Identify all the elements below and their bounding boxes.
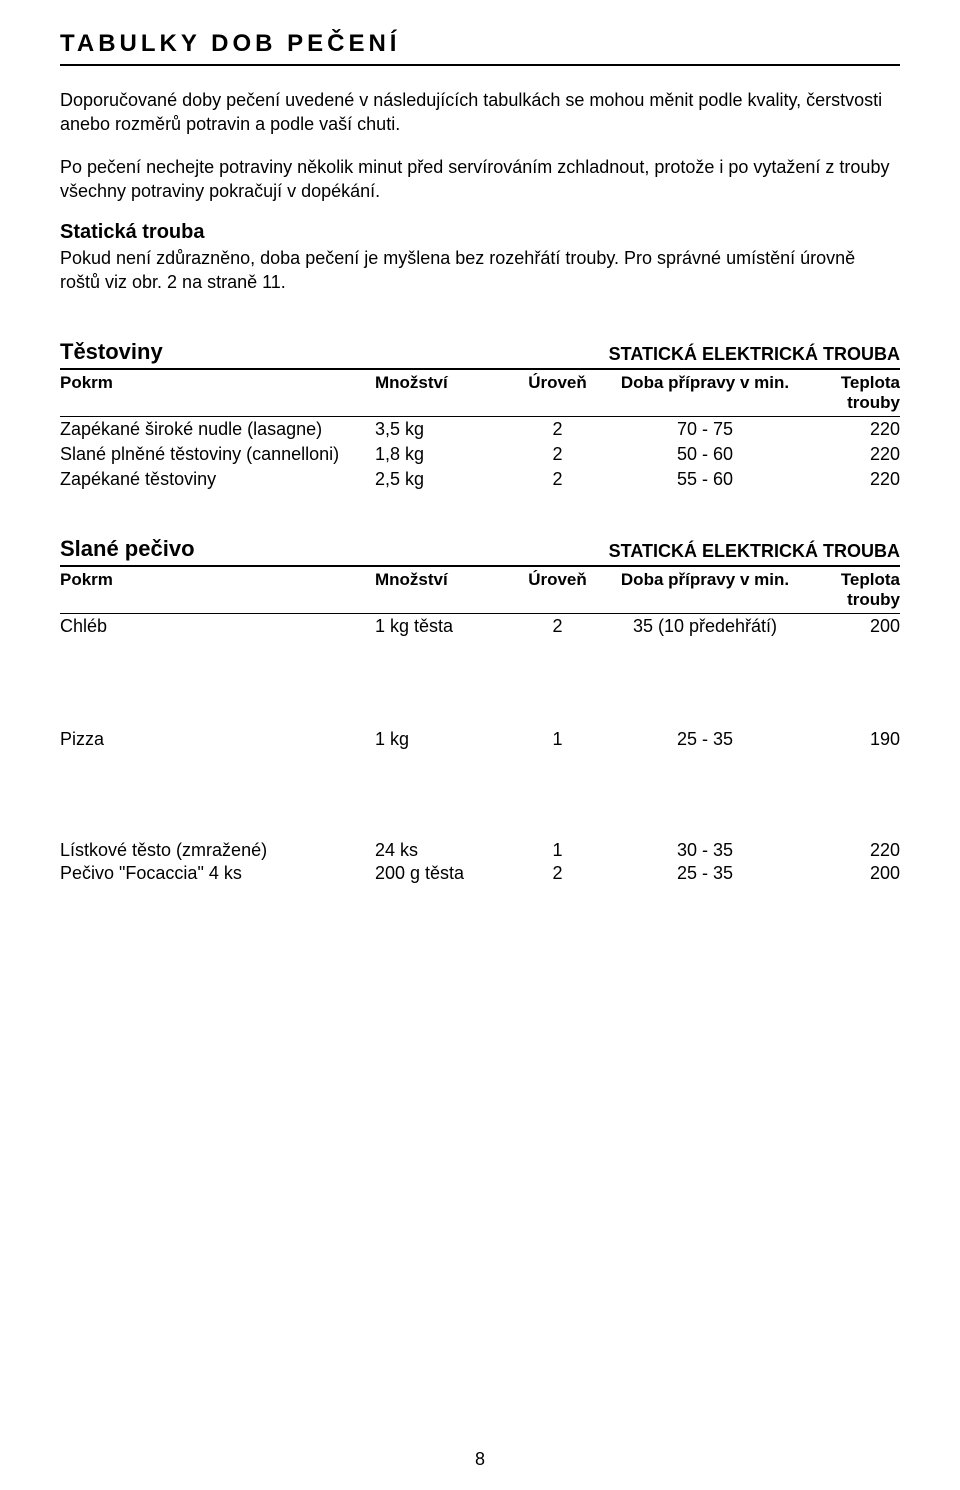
col-mnozstvi: Množství: [375, 373, 505, 413]
sub-body: Pokud není zdůrazněno, doba pečení je my…: [60, 246, 900, 295]
cell-pokrm: Pizza: [60, 729, 375, 750]
cell-pokrm: Zapékané široké nudle (lasagne): [60, 419, 375, 440]
col-pokrm: Pokrm: [60, 570, 375, 610]
row-listkove: Lístkové těsto (zmražené) 24 ks 1 30 - 3…: [60, 840, 900, 861]
cell-doba: 30 - 35: [610, 840, 800, 861]
cell-uroven: 1: [505, 729, 610, 750]
cell-mnozstvi: 1,8 kg: [375, 444, 505, 465]
col-uroven: Úroveň: [505, 373, 610, 413]
col-doba: Doba přípravy v min.: [610, 373, 800, 413]
cell-uroven: 2: [505, 863, 610, 884]
col-teplota: Teplota trouby: [800, 373, 900, 413]
cell-uroven: 2: [505, 444, 610, 465]
cell-uroven: 2: [505, 616, 610, 637]
cell-doba: 70 - 75: [610, 419, 800, 440]
table-row: Slané plněné těstoviny (cannelloni) 1,8 …: [60, 442, 900, 467]
cell-teplota: 200: [800, 616, 900, 637]
col-mnozstvi: Množství: [375, 570, 505, 610]
page-number: 8: [0, 1449, 960, 1470]
table-slane-pecivo: Slané pečivo STATICKÁ ELEKTRICKÁ TROUBA …: [60, 536, 900, 639]
page-title: TABULKY DOB PEČENÍ: [60, 30, 900, 66]
cell-mnozstvi: 1 kg těsta: [375, 616, 505, 637]
cell-mnozstvi: 200 g těsta: [375, 863, 505, 884]
cell-teplota: 220: [800, 419, 900, 440]
cell-pokrm: Lístkové těsto (zmražené): [60, 840, 375, 861]
table-row: Zapékané široké nudle (lasagne) 3,5 kg 2…: [60, 417, 900, 442]
cell-doba: 25 - 35: [610, 863, 800, 884]
cell-teplota: 190: [800, 729, 900, 750]
row-pizza: Pizza 1 kg 1 25 - 35 190: [60, 729, 900, 750]
row-focaccia: Pečivo "Focaccia" 4 ks 200 g těsta 2 25 …: [60, 861, 900, 886]
section-title: Slané pečivo: [60, 536, 195, 562]
cell-teplota: 220: [800, 840, 900, 861]
table-row: Chléb 1 kg těsta 2 35 (10 předehřátí) 20…: [60, 614, 900, 639]
col-teplota: Teplota trouby: [800, 570, 900, 610]
cell-mnozstvi: 24 ks: [375, 840, 505, 861]
intro-paragraph-2: Po pečení nechejte potraviny několik min…: [60, 155, 900, 204]
cell-doba: 50 - 60: [610, 444, 800, 465]
column-header: Pokrm Množství Úroveň Doba přípravy v mi…: [60, 567, 900, 614]
cell-uroven: 2: [505, 469, 610, 490]
cell-teplota: 220: [800, 444, 900, 465]
table-row: Zapékané těstoviny 2,5 kg 2 55 - 60 220: [60, 467, 900, 492]
section-type: STATICKÁ ELEKTRICKÁ TROUBA: [609, 541, 900, 562]
section-title: Těstoviny: [60, 339, 163, 365]
cell-uroven: 1: [505, 840, 610, 861]
intro-paragraph-1: Doporučované doby pečení uvedené v násle…: [60, 88, 900, 137]
cell-mnozstvi: 1 kg: [375, 729, 505, 750]
cell-pokrm: Slané plněné těstoviny (cannelloni): [60, 444, 375, 465]
section-type: STATICKÁ ELEKTRICKÁ TROUBA: [609, 344, 900, 365]
cell-pokrm: Chléb: [60, 616, 375, 637]
column-header: Pokrm Množství Úroveň Doba přípravy v mi…: [60, 370, 900, 417]
col-pokrm: Pokrm: [60, 373, 375, 413]
cell-pokrm: Zapékané těstoviny: [60, 469, 375, 490]
cell-mnozstvi: 2,5 kg: [375, 469, 505, 490]
cell-doba: 25 - 35: [610, 729, 800, 750]
subheading: Statická trouba: [60, 221, 900, 244]
table-testoviny: Těstoviny STATICKÁ ELEKTRICKÁ TROUBA Pok…: [60, 339, 900, 492]
cell-teplota: 200: [800, 863, 900, 884]
col-doba: Doba přípravy v min.: [610, 570, 800, 610]
cell-mnozstvi: 3,5 kg: [375, 419, 505, 440]
cell-pokrm: Pečivo "Focaccia" 4 ks: [60, 863, 375, 884]
cell-uroven: 2: [505, 419, 610, 440]
cell-doba: 35 (10 předehřátí): [610, 616, 800, 637]
cell-teplota: 220: [800, 469, 900, 490]
col-uroven: Úroveň: [505, 570, 610, 610]
cell-doba: 55 - 60: [610, 469, 800, 490]
